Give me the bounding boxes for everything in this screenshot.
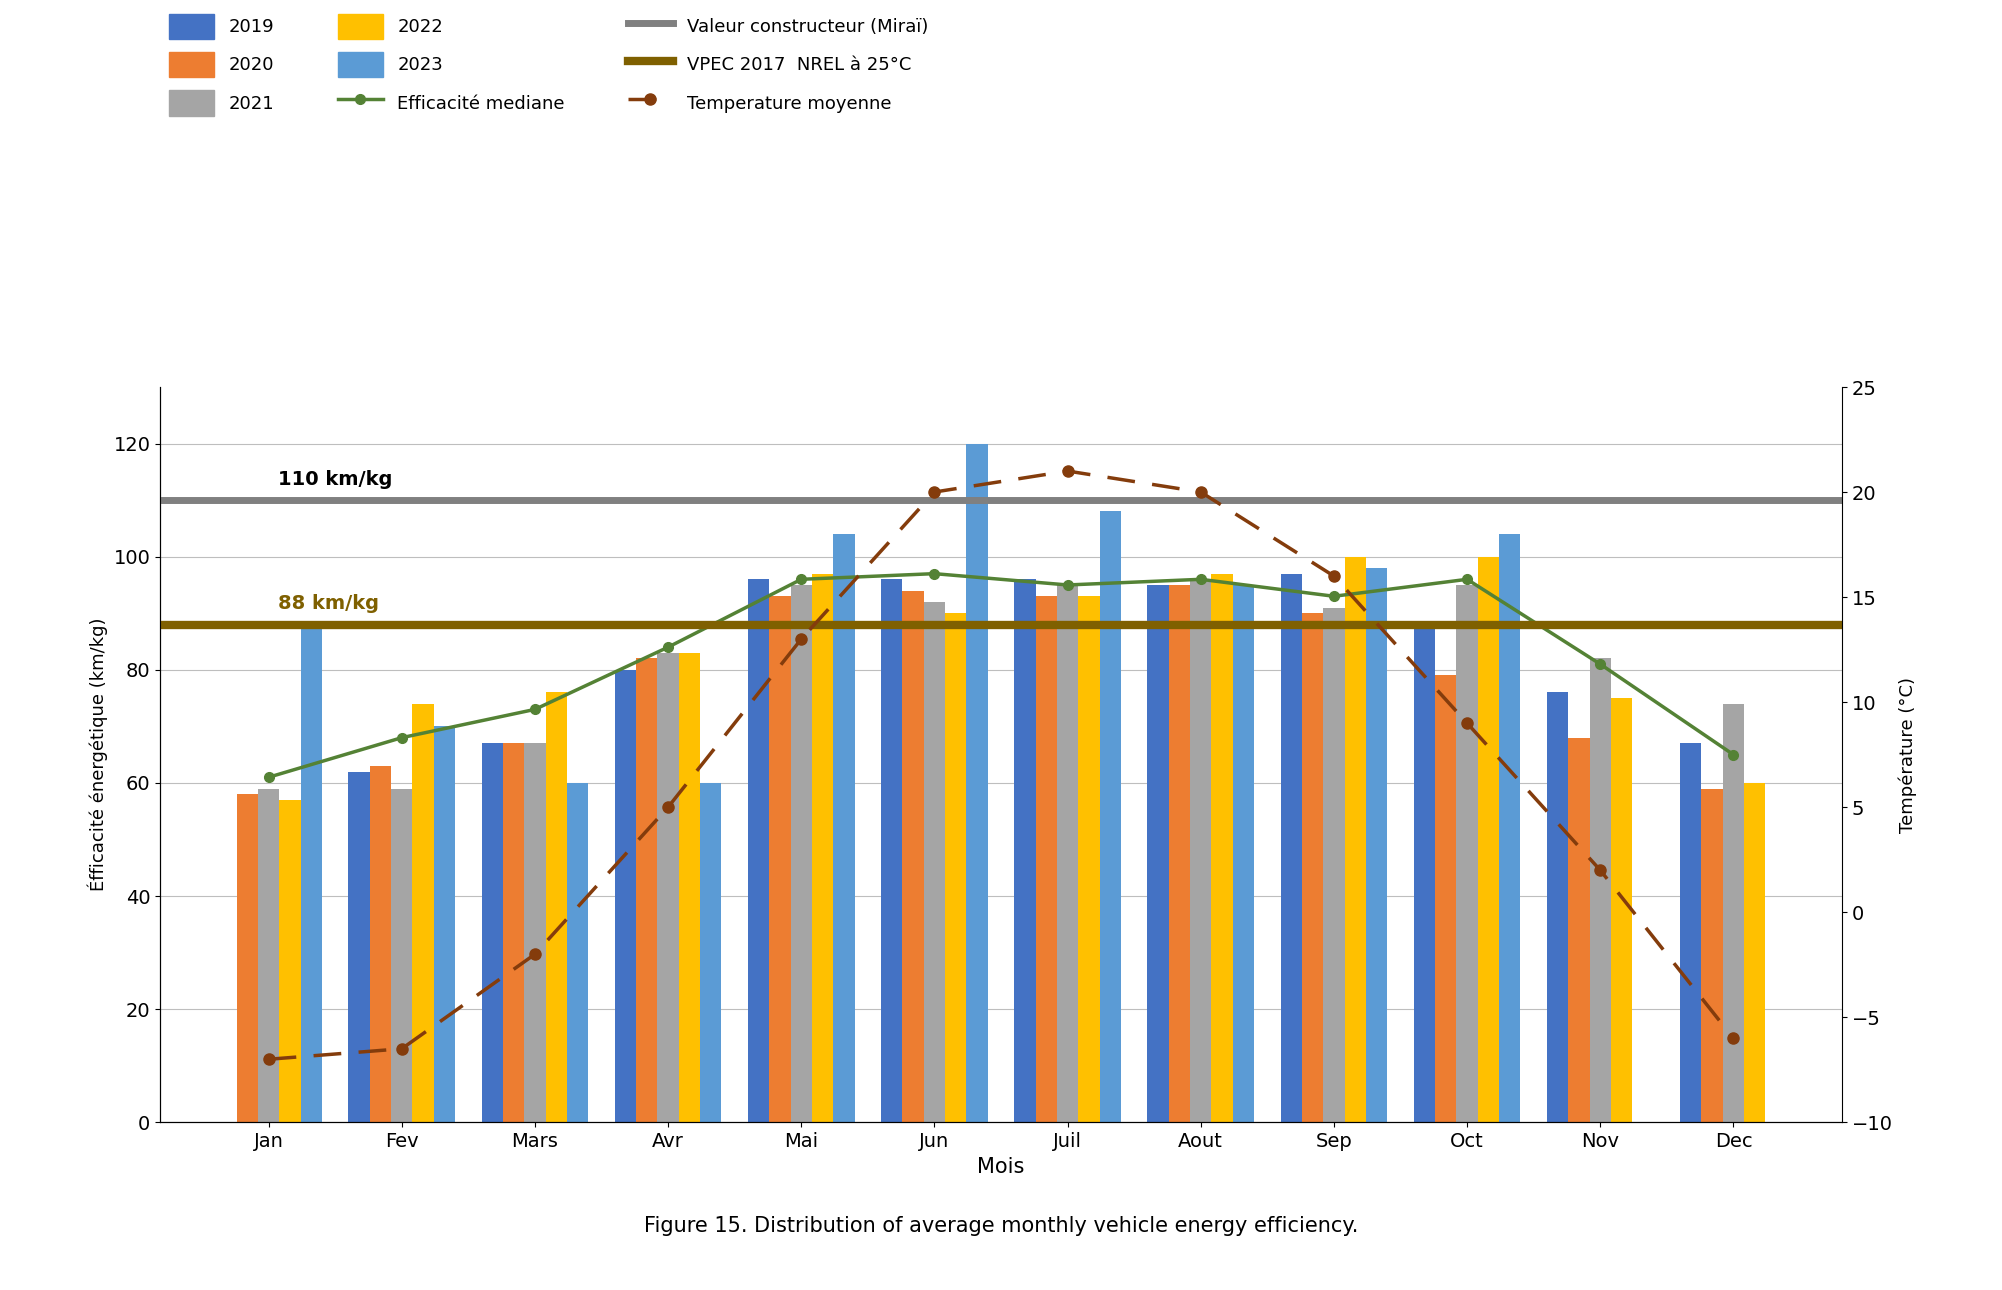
Text: 88 km/kg: 88 km/kg (278, 595, 378, 613)
Bar (1035, 596, 1057, 1122)
Bar (1568, 738, 1590, 1122)
Bar (1233, 584, 1253, 1122)
Bar (1169, 584, 1189, 1122)
Bar (567, 783, 589, 1122)
Bar (769, 596, 791, 1122)
Bar (300, 624, 322, 1122)
Bar (434, 726, 454, 1122)
Bar (833, 534, 855, 1122)
Bar (1281, 574, 1301, 1122)
Bar (278, 800, 300, 1122)
Bar (903, 591, 923, 1122)
Bar (967, 444, 987, 1122)
Bar (1323, 608, 1345, 1122)
Legend: 2019, 2020, 2021, 2022, 2023, Efficacité mediane, Valeur constructeur (Miraï), V: 2019, 2020, 2021, 2022, 2023, Efficacité… (170, 14, 929, 116)
Bar (1702, 788, 1724, 1122)
Bar (503, 743, 525, 1122)
Bar (1499, 534, 1520, 1122)
Bar (547, 693, 567, 1122)
Bar (1477, 557, 1499, 1122)
Bar (923, 602, 945, 1122)
Bar (1365, 568, 1387, 1122)
Bar (701, 783, 721, 1122)
Text: Figure 15. Distribution of average monthly vehicle energy efficiency.: Figure 15. Distribution of average month… (645, 1215, 1357, 1236)
Bar (791, 584, 813, 1122)
Bar (945, 613, 967, 1122)
Bar (1548, 693, 1568, 1122)
Bar (1189, 579, 1211, 1122)
Y-axis label: Éfficacité énergétique (km/kg): Éfficacité énergétique (km/kg) (88, 618, 108, 891)
Bar (749, 579, 769, 1122)
Bar (1590, 658, 1612, 1122)
Bar (525, 743, 547, 1122)
Bar (637, 658, 657, 1122)
Bar (348, 771, 370, 1122)
Bar (1301, 613, 1323, 1122)
Bar (1345, 557, 1365, 1122)
Bar (1724, 704, 1744, 1122)
Bar (813, 574, 833, 1122)
Bar (390, 788, 412, 1122)
Bar (1147, 584, 1169, 1122)
Bar (657, 653, 679, 1122)
Bar (1057, 584, 1079, 1122)
Bar (1744, 783, 1766, 1122)
Bar (1612, 698, 1632, 1122)
Bar (1211, 574, 1233, 1122)
Bar (412, 704, 434, 1122)
Text: 110 km/kg: 110 km/kg (278, 470, 392, 489)
Bar (236, 795, 258, 1122)
Bar (370, 766, 390, 1122)
Bar (1099, 511, 1121, 1122)
Bar (1455, 584, 1477, 1122)
Bar (679, 653, 701, 1122)
X-axis label: Mois: Mois (977, 1157, 1025, 1176)
Bar (615, 670, 637, 1122)
Bar (1413, 624, 1435, 1122)
Bar (1680, 743, 1702, 1122)
Bar (1435, 676, 1455, 1122)
Bar (482, 743, 503, 1122)
Bar (258, 788, 278, 1122)
Bar (881, 579, 903, 1122)
Bar (1015, 579, 1035, 1122)
Bar (1079, 596, 1099, 1122)
Y-axis label: Température (°C): Température (°C) (1898, 677, 1916, 832)
